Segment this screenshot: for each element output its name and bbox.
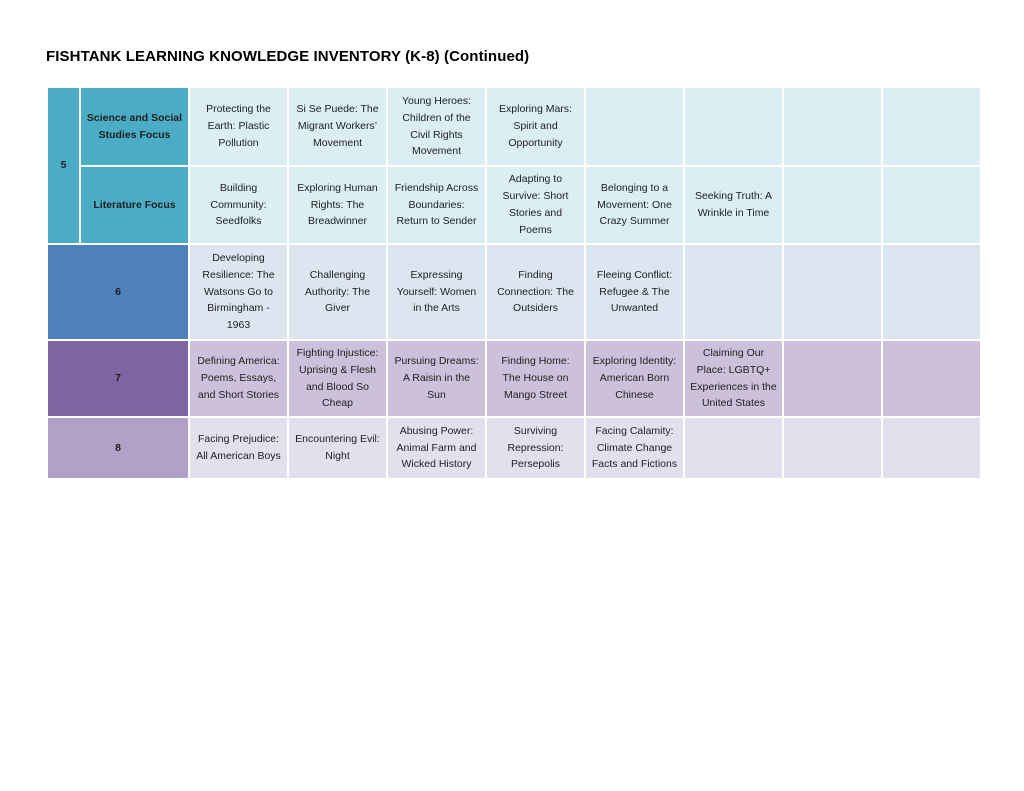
course-cell — [883, 167, 980, 243]
course-cell — [685, 418, 782, 478]
course-cell: Seeking Truth: A Wrinkle in Time — [685, 167, 782, 243]
course-cell: Exploring Human Rights: The Breadwinner — [289, 167, 386, 243]
course-cell: Expressing Yourself: Women in the Arts — [388, 245, 485, 339]
knowledge-inventory-table: 5 Science and Social Studies Focus Prote… — [46, 86, 982, 480]
course-cell: Friendship Across Boundaries: Return to … — [388, 167, 485, 243]
course-cell — [784, 418, 881, 478]
course-cell: Protecting the Earth: Plastic Pollution — [190, 88, 287, 165]
course-cell — [685, 88, 782, 165]
course-cell: Building Community: Seedfolks — [190, 167, 287, 243]
course-cell — [784, 167, 881, 243]
course-cell: Facing Calamity: Climate Change Facts an… — [586, 418, 683, 478]
focus-literature-label: Literature Focus — [81, 167, 188, 243]
course-cell — [883, 88, 980, 165]
course-cell: Facing Prejudice: All American Boys — [190, 418, 287, 478]
grade-5-label: 5 — [48, 88, 79, 243]
course-cell — [883, 245, 980, 339]
course-cell: Young Heroes: Children of the Civil Righ… — [388, 88, 485, 165]
course-cell: Abusing Power: Animal Farm and Wicked Hi… — [388, 418, 485, 478]
course-cell — [784, 88, 881, 165]
course-cell: Encountering Evil: Night — [289, 418, 386, 478]
course-cell: Fighting Injustice: Uprising & Flesh and… — [289, 341, 386, 416]
grade-7-row: 7 Defining America: Poems, Essays, and S… — [48, 341, 980, 416]
grade-6-row: 6 Developing Resilience: The Watsons Go … — [48, 245, 980, 339]
course-cell — [586, 88, 683, 165]
course-cell — [685, 245, 782, 339]
course-cell: Pursuing Dreams: A Raisin in the Sun — [388, 341, 485, 416]
course-cell: Exploring Mars: Spirit and Opportunity — [487, 88, 584, 165]
grade-5-literature-row: Literature Focus Building Community: See… — [48, 167, 980, 243]
course-cell: Surviving Repression: Persepolis — [487, 418, 584, 478]
course-cell: Finding Connection: The Outsiders — [487, 245, 584, 339]
course-cell — [883, 341, 980, 416]
course-cell: Challenging Authority: The Giver — [289, 245, 386, 339]
course-cell: Adapting to Survive: Short Stories and P… — [487, 167, 584, 243]
grade-8-label: 8 — [48, 418, 188, 478]
course-cell — [784, 245, 881, 339]
page-title: FISHTANK LEARNING KNOWLEDGE INVENTORY (K… — [46, 48, 530, 65]
course-cell — [883, 418, 980, 478]
course-cell: Defining America: Poems, Essays, and Sho… — [190, 341, 287, 416]
course-cell: Belonging to a Movement: One Crazy Summe… — [586, 167, 683, 243]
grade-5-science-row: 5 Science and Social Studies Focus Prote… — [48, 88, 980, 243]
grade-8-row: 8 Facing Prejudice: All American Boys En… — [48, 418, 980, 478]
course-cell: Claiming Our Place: LGBTQ+ Experiences i… — [685, 341, 782, 416]
course-cell — [784, 341, 881, 416]
course-cell: Fleeing Conflict: Refugee & The Unwanted — [586, 245, 683, 339]
course-cell: Si Se Puede: The Migrant Workers’ Moveme… — [289, 88, 386, 165]
course-cell: Developing Resilience: The Watsons Go to… — [190, 245, 287, 339]
focus-science-label: Science and Social Studies Focus — [81, 88, 188, 165]
grade-6-label: 6 — [48, 245, 188, 339]
course-cell: Finding Home: The House on Mango Street — [487, 341, 584, 416]
grade-7-label: 7 — [48, 341, 188, 416]
course-cell: Exploring Identity: American Born Chines… — [586, 341, 683, 416]
